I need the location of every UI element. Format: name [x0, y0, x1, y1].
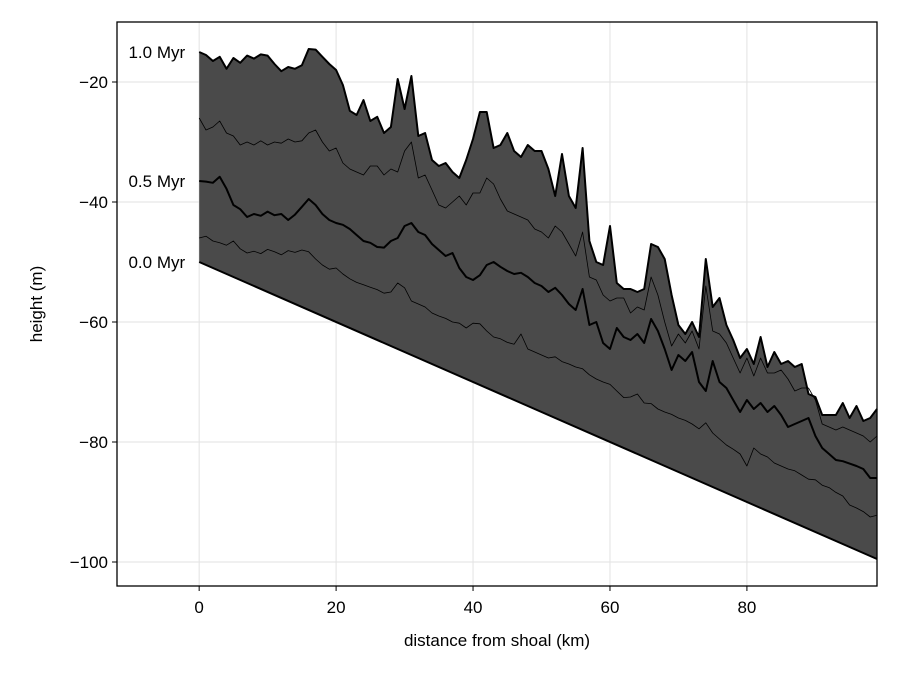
x-tick-label: 40 — [464, 598, 483, 617]
x-tick-label: 20 — [327, 598, 346, 617]
x-tick-label: 0 — [194, 598, 203, 617]
time-label: 1.0 Myr — [128, 43, 185, 62]
y-tick-label: −100 — [70, 553, 108, 572]
basement-line — [198, 261, 878, 560]
y-tick-label: −20 — [79, 73, 108, 92]
y-tick-label: −80 — [79, 433, 108, 452]
x-axis-label: distance from shoal (km) — [404, 631, 590, 650]
intermediate-surface-line — [199, 235, 878, 518]
y-axis-label: height (m) — [27, 266, 46, 343]
filled-area — [199, 49, 877, 559]
time-label: 0.5 Myr — [128, 172, 185, 191]
intermediate-surface-line — [198, 117, 878, 443]
x-tick-label: 80 — [737, 598, 756, 617]
annotations: 1.0 Myr 0.5 Myr 0.0 Myr — [128, 43, 185, 272]
x-tick-label: 60 — [601, 598, 620, 617]
surface-line-0-5-myr — [199, 175, 877, 479]
time-label: 0.0 Myr — [128, 253, 185, 272]
ticks: 0 20 40 60 80 −100 −80 −60 −40 −20 — [70, 73, 757, 617]
plot-frame — [116, 21, 878, 587]
sediment-fill — [199, 49, 877, 559]
surface-line-1-0-myr — [198, 48, 878, 422]
series-lines — [198, 48, 878, 560]
y-tick-label: −40 — [79, 193, 108, 212]
y-tick-label: −60 — [79, 313, 108, 332]
